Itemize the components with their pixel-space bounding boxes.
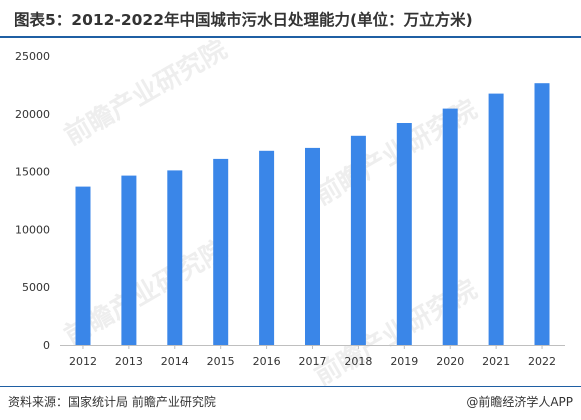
x-tick-label: 2013: [115, 355, 143, 368]
y-tick-label: 15000: [15, 166, 50, 179]
x-tick-label: 2012: [69, 355, 97, 368]
footer-divider: [0, 386, 581, 387]
chart-area: 前瞻产业研究院 前瞻产业研究院 前瞻产业研究院 前瞻产业研究院 0 5000 10000 15…: [0, 34, 581, 392]
y-tick-label: 25000: [15, 50, 50, 63]
x-tick-label: 2018: [344, 355, 372, 368]
x-tick-label: 2021: [482, 355, 510, 368]
bar-2015: [213, 158, 229, 345]
brand-credit: @前瞻经济学人APP: [466, 395, 573, 409]
x-tick-label: 2019: [390, 355, 418, 368]
x-tick-label: 2014: [161, 355, 189, 368]
title-divider: [0, 36, 581, 38]
x-tick-label: 2022: [528, 355, 556, 368]
chart-title: 图表5：2012-2022年中国城市污水日处理能力(单位：万立方米): [14, 11, 473, 29]
x-tick-label: 2020: [436, 355, 464, 368]
title-bar: 图表5：2012-2022年中国城市污水日处理能力(单位：万立方米): [0, 0, 581, 38]
source-note: 资料来源：国家统计局 前瞻产业研究院: [8, 395, 216, 409]
y-tick-label: 5000: [22, 281, 50, 294]
y-tick-label: 20000: [15, 108, 50, 121]
bar-2018: [350, 135, 366, 345]
bar-2012: [75, 186, 91, 345]
bar-2016: [259, 150, 275, 345]
bar-2020: [442, 108, 458, 345]
bar-2013: [121, 175, 137, 345]
watermark-text: 前瞻产业研究院: [59, 40, 232, 152]
x-tick-label: 2016: [253, 355, 281, 368]
y-tick-label: 10000: [15, 223, 50, 236]
bar-2021: [488, 93, 504, 345]
bar-2019: [396, 123, 412, 345]
bar-2022: [534, 83, 550, 345]
x-tick-label: 2017: [299, 355, 327, 368]
y-tick-label: 0: [43, 339, 50, 352]
bar-2017: [305, 147, 320, 345]
x-tick-label: 2015: [207, 355, 235, 368]
bar-2014: [167, 170, 183, 345]
